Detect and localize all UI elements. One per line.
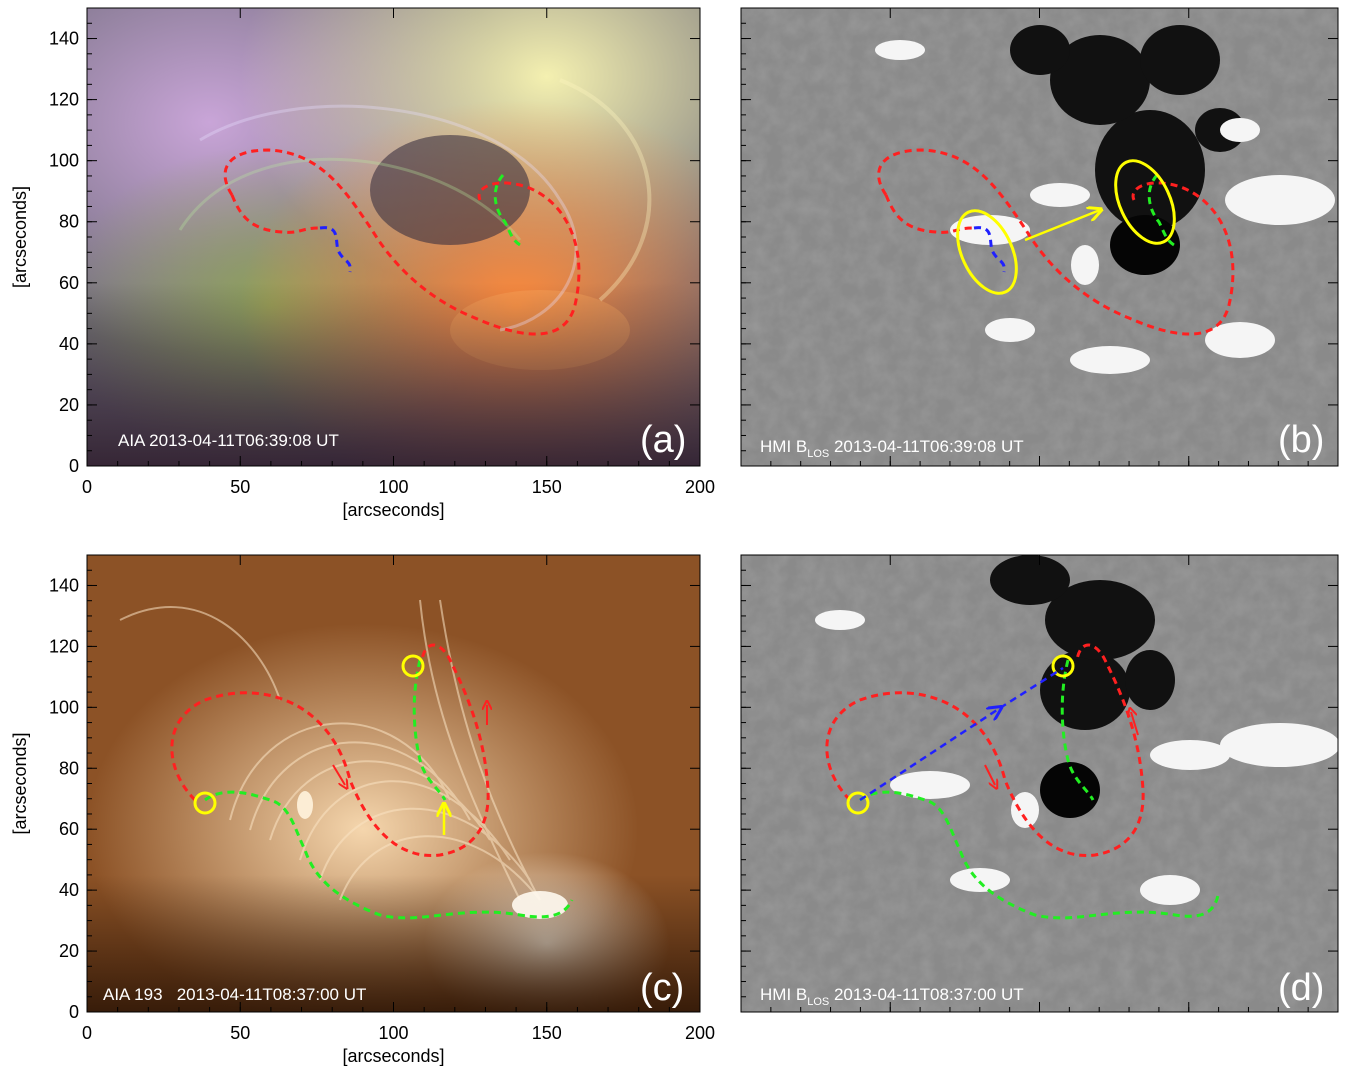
y-tick-label: 60 [59,273,79,293]
blue-contour-a [319,226,352,273]
y-axis-title: [arcseconds] [10,732,30,834]
x-tick-label: 0 [82,477,92,497]
positive-polarity-d [815,610,1338,905]
yellow-ellipse-left [956,209,1018,295]
y-tick-label: 20 [59,395,79,415]
red-contour-c [170,643,490,858]
panel-c-caption: AIA 193 2013-04-11T08:37:00 UT [103,985,366,1004]
green-contour-d [859,790,1220,920]
x-tick-label: 150 [532,1023,562,1043]
blue-arrow-d-2 [999,666,1064,710]
yellow-footpoint-d-right [1051,654,1075,678]
axes-layer: 0 50 100 150 200020406080100120140[arcsecond… [10,7,1339,1066]
panel-c [87,555,700,1012]
green-contour-b [1147,174,1175,247]
yellow-footpoint-d-left [846,791,870,815]
blue-arrow-d-1 [859,708,1000,802]
y-tick-label: 40 [59,334,79,354]
x-tick-label: 150 [532,477,562,497]
yellow-footpoint-c-left [193,791,217,815]
panel-d-letter: (d) [1278,967,1324,1009]
x-axis-title: [arcseconds] [342,1046,444,1066]
negative-polarity-b [1010,25,1245,275]
x-tick-label: 200 [685,477,715,497]
panel-b [741,8,1338,466]
y-tick-label: 80 [59,758,79,778]
red-contour-b [877,148,1235,336]
y-tick-label: 120 [49,636,79,656]
green-contour-c [204,790,574,920]
x-tick-label: 0 [82,1023,92,1043]
y-axis-title: [arcseconds] [10,186,30,288]
red-contour-d [825,643,1145,858]
y-tick-label: 140 [49,575,79,595]
panel-d [741,555,1338,1012]
y-tick-label: 60 [59,819,79,839]
yellow-arrow-b [1024,210,1100,242]
x-tick-label: 50 [230,1023,250,1043]
y-tick-label: 140 [49,29,79,49]
y-tick-label: 120 [49,90,79,110]
coronal-loops-c [119,599,541,901]
panel-b-caption: HMI BLOS 2013-04-11T06:39:08 UT [760,437,1024,460]
panel-d-caption: HMI BLOS 2013-04-11T08:37:00 UT [760,985,1024,1008]
y-tick-label: 20 [59,941,79,961]
panel-a-letter: (a) [640,419,686,461]
panel-a-caption: AIA 2013-04-11T06:39:08 UT [118,431,339,450]
panel-a [87,8,700,466]
x-tick-label: 50 [230,477,250,497]
blue-contour-b [973,226,1006,273]
panel-c-letter: (c) [640,967,684,1009]
x-tick-label: 100 [378,1023,408,1043]
y-tick-label: 40 [59,880,79,900]
x-tick-label: 100 [378,477,408,497]
yellow-ellipse-right [1114,159,1176,245]
panel-b-letter: (b) [1278,419,1324,461]
y-tick-label: 100 [49,697,79,717]
x-tick-label: 200 [685,1023,715,1043]
y-tick-label: 0 [69,456,79,476]
y-tick-label: 80 [59,212,79,232]
green-contour-a [493,174,521,247]
yellow-footpoint-c-right [401,654,425,678]
x-axis-title: [arcseconds] [342,500,444,520]
y-tick-label: 0 [69,1002,79,1022]
positive-polarity-b [875,40,1335,374]
red-contour-a [223,148,581,336]
y-tick-label: 100 [49,151,79,171]
